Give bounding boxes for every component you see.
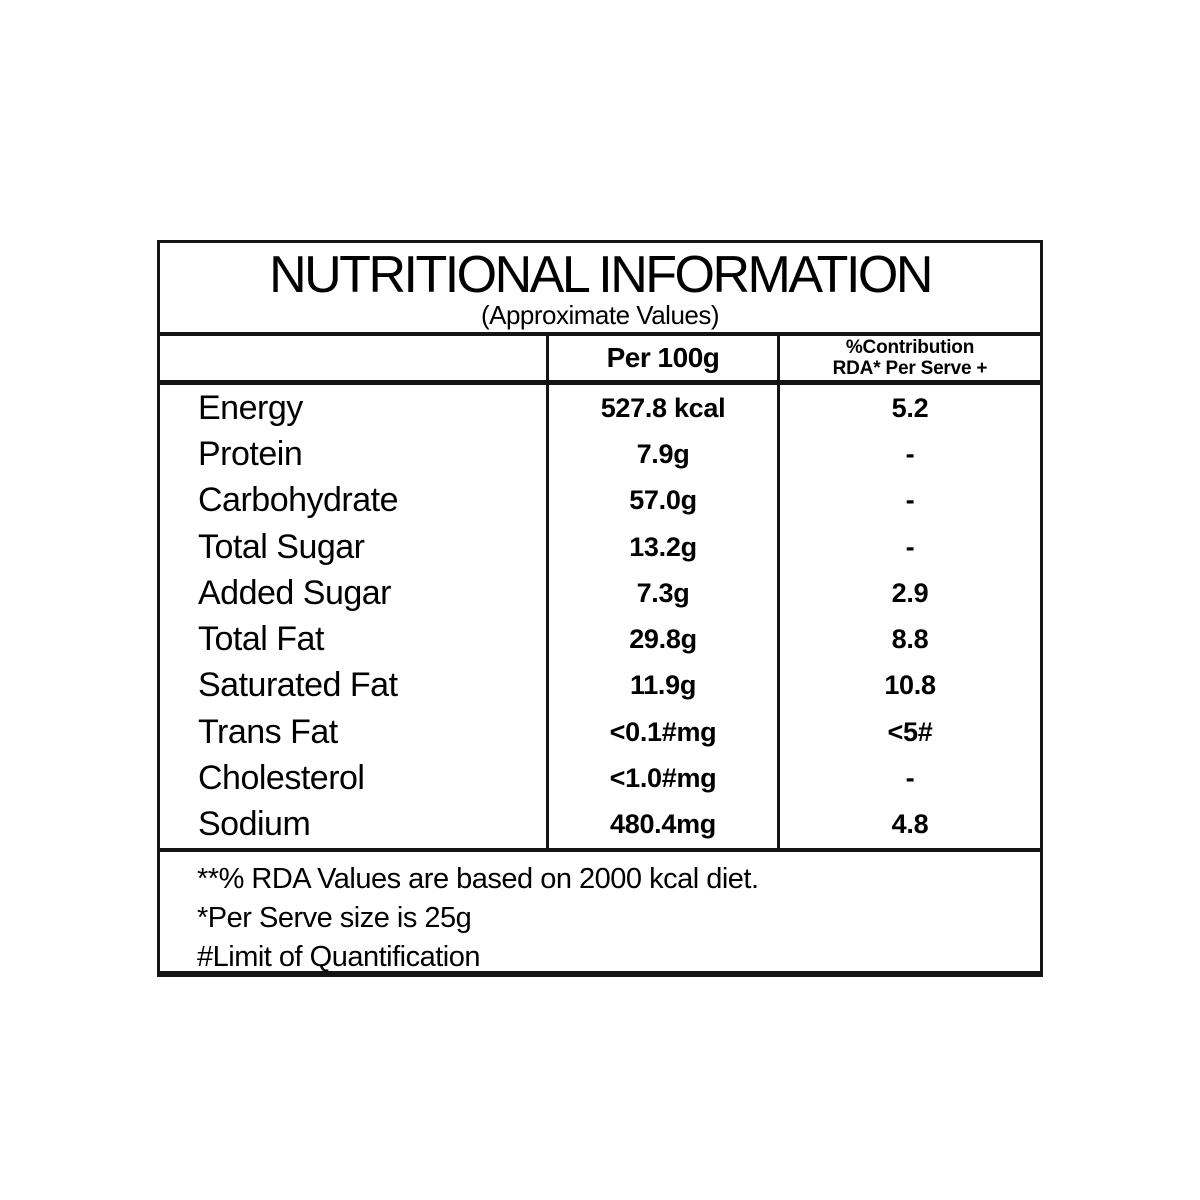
nutrient-name: Sodium bbox=[198, 805, 311, 844]
table-row-saturated-fat: Saturated Fat 11.9g 10.8 bbox=[160, 662, 1040, 710]
nutrition-facts-table: NUTRITIONAL INFORMATION (Approximate Val… bbox=[157, 240, 1043, 977]
table-row-trans-fat: Trans Fat <0.1#mg <5# bbox=[160, 709, 1040, 756]
rda-value: 5.2 bbox=[777, 385, 1040, 432]
table-row-added-sugar: Added Sugar 7.3g 2.9 bbox=[160, 570, 1040, 617]
table-row-energy: Energy 527.8 kcal 5.2 bbox=[160, 385, 1040, 432]
nutrient-name: Saturated Fat bbox=[198, 666, 398, 705]
per-100g-value: <1.0#mg bbox=[546, 755, 777, 802]
table-title-block: NUTRITIONAL INFORMATION (Approximate Val… bbox=[160, 243, 1040, 336]
table-row-sodium: Sodium 480.4mg 4.8 bbox=[160, 801, 1040, 848]
page-title: NUTRITIONAL INFORMATION bbox=[269, 246, 933, 304]
per-100g-value: 7.3g bbox=[546, 570, 777, 617]
footnote-limit-of-quantification: #Limit of Quantification bbox=[197, 941, 480, 973]
per-100g-value: 11.9g bbox=[546, 662, 777, 710]
rda-value: 10.8 bbox=[777, 662, 1040, 710]
rda-value: <5# bbox=[777, 709, 1040, 756]
page-subtitle: (Approximate Values) bbox=[480, 300, 720, 330]
footnote-serve-size: *Per Serve size is 25g bbox=[197, 902, 472, 934]
nutrient-name: Total Sugar bbox=[198, 527, 365, 566]
table-row-carbohydrate: Carbohydrate 57.0g - bbox=[160, 477, 1040, 524]
rda-label-line2: RDA* Per Serve + bbox=[832, 358, 988, 379]
rda-value: - bbox=[777, 477, 1040, 524]
per-100g-value: 13.2g bbox=[546, 523, 777, 571]
rda-value: 2.9 bbox=[777, 570, 1040, 617]
per-100g-value: 7.9g bbox=[546, 431, 777, 478]
nutrient-name: Trans Fat bbox=[198, 712, 338, 751]
rda-label-line1: %Contribution bbox=[845, 337, 975, 358]
per-100g-value: 480.4mg bbox=[546, 801, 777, 848]
table-header-row: Per 100g %Contribution RDA* Per Serve + bbox=[160, 336, 1040, 385]
nutrient-name: Energy bbox=[198, 388, 303, 427]
header-cell-per-100g: Per 100g bbox=[546, 336, 777, 380]
nutrient-name: Carbohydrate bbox=[198, 481, 399, 520]
per-100g-value: 527.8 kcal bbox=[546, 385, 777, 432]
nutrient-name: Protein bbox=[198, 434, 303, 473]
table-row-total-sugar: Total Sugar 13.2g - bbox=[160, 523, 1040, 571]
per-100g-label: Per 100g bbox=[606, 342, 720, 373]
header-cell-nutrient bbox=[160, 336, 546, 380]
nutrient-name: Added Sugar bbox=[198, 573, 392, 612]
table-row-cholesterol: Cholesterol <1.0#mg - bbox=[160, 755, 1040, 802]
per-100g-value: 29.8g bbox=[546, 616, 777, 663]
rda-value: - bbox=[777, 523, 1040, 571]
table-body: Energy 527.8 kcal 5.2 Protein 7.9g - Car… bbox=[160, 385, 1040, 852]
rda-value: - bbox=[777, 431, 1040, 478]
per-100g-value: <0.1#mg bbox=[546, 709, 777, 756]
table-row-protein: Protein 7.9g - bbox=[160, 431, 1040, 478]
rda-value: - bbox=[777, 755, 1040, 802]
table-row-total-fat: Total Fat 29.8g 8.8 bbox=[160, 616, 1040, 663]
nutrient-name: Cholesterol bbox=[198, 759, 365, 798]
rda-value: 8.8 bbox=[777, 616, 1040, 663]
nutrient-name: Total Fat bbox=[198, 620, 324, 659]
rda-value: 4.8 bbox=[777, 801, 1040, 848]
header-cell-rda: %Contribution RDA* Per Serve + bbox=[777, 336, 1040, 380]
table-footnotes: **% RDA Values are based on 2000 kcal di… bbox=[160, 852, 1040, 977]
footnote-rda-basis: **% RDA Values are based on 2000 kcal di… bbox=[197, 863, 759, 895]
per-100g-value: 57.0g bbox=[546, 477, 777, 524]
